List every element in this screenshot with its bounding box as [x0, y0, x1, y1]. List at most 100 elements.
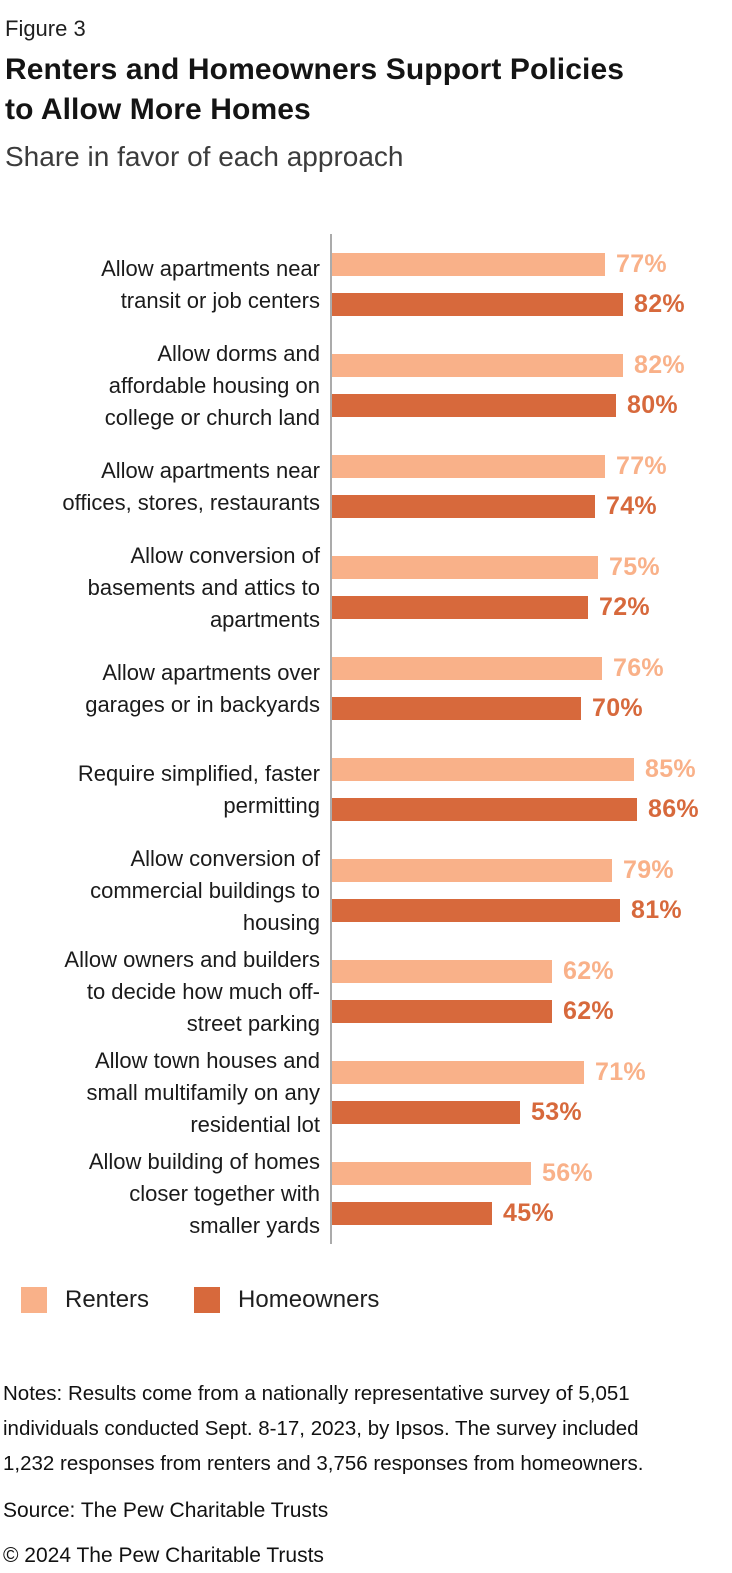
chart-row: Allow apartments near offices, stores, r… — [0, 436, 732, 537]
bar-value-homeowners: 53% — [531, 1098, 582, 1126]
bars-cell: 79% 81% — [330, 840, 732, 941]
source-text: Source: The Pew Charitable Trusts — [3, 1499, 329, 1522]
bar-homeowners — [332, 596, 588, 619]
bar-line: 72% — [332, 593, 732, 621]
bar-value-renters: 77% — [616, 452, 667, 480]
bar-value-renters: 82% — [634, 351, 685, 379]
chart-row: Allow apartments over garages or in back… — [0, 638, 732, 739]
figure-label: Figure 3 — [5, 16, 86, 41]
bars-cell: 56% 45% — [330, 1143, 732, 1244]
legend-swatch-homeowners — [194, 1287, 221, 1313]
category-label: Require simplified, faster permitting — [77, 760, 320, 818]
bar-value-homeowners: 45% — [503, 1199, 554, 1227]
bar-homeowners — [332, 899, 620, 922]
chart-row: Allow owners and builders to decide how … — [0, 941, 732, 1042]
bar-value-renters: 85% — [645, 755, 696, 783]
bar-line: 81% — [332, 896, 732, 924]
bar-value-renters: 71% — [595, 1058, 646, 1086]
category-label: Allow town houses and small multifamily … — [86, 1047, 320, 1137]
bars-cell: 76% 70% — [330, 638, 732, 739]
category-label: Allow building of homes closer together … — [88, 1148, 320, 1238]
bar-value-homeowners: 81% — [631, 896, 682, 924]
chart-legend: Renters Homeowners — [21, 1286, 732, 1314]
legend-item-homeowners: Homeowners — [194, 1286, 379, 1314]
bar-line: 85% — [332, 755, 732, 783]
bar-value-renters: 75% — [609, 553, 660, 581]
bar-value-homeowners: 74% — [606, 492, 657, 520]
legend-label: Homeowners — [238, 1286, 380, 1313]
chart-footer: Notes: Results come from a nationally re… — [0, 1376, 732, 1573]
category-label: Allow apartments near transit or job cen… — [101, 255, 320, 313]
bar-line: 76% — [332, 654, 732, 682]
bar-renters — [332, 960, 552, 983]
chart-row: Require simplified, faster permitting 85%… — [0, 739, 732, 840]
bar-line: 79% — [332, 856, 732, 884]
bars-cell: 77% 74% — [330, 436, 732, 537]
bar-renters — [332, 455, 605, 478]
bar-line: 45% — [332, 1199, 732, 1227]
category-label: Allow conversion of commercial buildings… — [90, 845, 320, 935]
bar-renters — [332, 354, 623, 377]
bar-value-homeowners: 72% — [599, 593, 650, 621]
bar-value-homeowners: 80% — [627, 391, 678, 419]
chart-row: Allow conversion of commercial buildings… — [0, 840, 732, 941]
category-label: Allow dorms and affordable housing on co… — [104, 340, 320, 430]
bar-renters — [332, 758, 634, 781]
bar-value-homeowners: 70% — [592, 694, 643, 722]
chart-header: Figure 3 Renters and Homeowners Support … — [0, 0, 732, 175]
category-label: Allow owners and builders to decide how … — [64, 946, 320, 1036]
notes-text: Notes: Results come from a nationally re… — [3, 1382, 644, 1475]
legend-item-renters: Renters — [21, 1286, 149, 1314]
bar-homeowners — [332, 697, 581, 720]
bar-value-renters: 62% — [563, 957, 614, 985]
bar-value-renters: 56% — [542, 1159, 593, 1187]
bar-line: 53% — [332, 1098, 732, 1126]
category-label: Allow apartments over garages or in back… — [85, 659, 320, 717]
chart-row: Allow apartments near transit or job cen… — [0, 234, 732, 335]
category-label: Allow apartments near offices, stores, r… — [62, 457, 320, 515]
bar-line: 77% — [332, 250, 732, 278]
bar-line: 74% — [332, 492, 732, 520]
bar-line: 77% — [332, 452, 732, 480]
bar-homeowners — [332, 1101, 520, 1124]
bar-line: 86% — [332, 795, 732, 823]
bar-renters — [332, 556, 598, 579]
bar-value-renters: 76% — [613, 654, 664, 682]
bar-homeowners — [332, 495, 595, 518]
copyright-text: © 2024 The Pew Charitable Trusts — [3, 1544, 324, 1567]
bar-value-homeowners: 62% — [563, 997, 614, 1025]
bar-line: 82% — [332, 351, 732, 379]
bar-line: 80% — [332, 391, 732, 419]
bar-line: 71% — [332, 1058, 732, 1086]
bar-renters — [332, 657, 602, 680]
bars-cell: 85% 86% — [330, 739, 732, 840]
bar-homeowners — [332, 1000, 552, 1023]
chart-row: Allow town houses and small multifamily … — [0, 1042, 732, 1143]
bar-value-homeowners: 82% — [634, 290, 685, 318]
bar-homeowners — [332, 293, 623, 316]
legend-label: Renters — [65, 1286, 150, 1313]
bar-line: 82% — [332, 290, 732, 318]
bar-line: 56% — [332, 1159, 732, 1187]
bar-homeowners — [332, 394, 616, 417]
bar-renters — [332, 253, 605, 276]
bar-renters — [332, 859, 612, 882]
legend-swatch-renters — [21, 1287, 47, 1313]
bar-line: 62% — [332, 957, 732, 985]
bars-cell: 62% 62% — [330, 941, 732, 1042]
bar-homeowners — [332, 1202, 492, 1225]
category-label: Allow conversion of basements and attics… — [87, 542, 320, 632]
bar-renters — [332, 1061, 584, 1084]
chart-row: Allow building of homes closer together … — [0, 1143, 732, 1244]
bar-renters — [332, 1162, 531, 1185]
bars-cell: 71% 53% — [330, 1042, 732, 1143]
bar-line: 75% — [332, 553, 732, 581]
bars-cell: 77% 82% — [330, 234, 732, 335]
page-title: Renters and Homeowners Support Policies … — [5, 53, 625, 126]
bars-cell: 75% 72% — [330, 537, 732, 638]
bar-value-renters: 79% — [623, 856, 674, 884]
bar-chart: Allow apartments near transit or job cen… — [0, 234, 732, 1244]
bar-value-renters: 77% — [616, 250, 667, 278]
bar-homeowners — [332, 798, 637, 821]
bar-line: 70% — [332, 694, 732, 722]
